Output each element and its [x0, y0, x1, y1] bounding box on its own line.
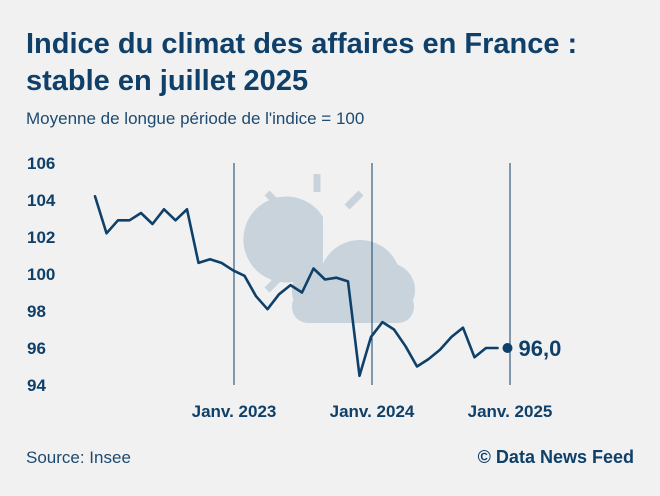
sun-ray — [264, 273, 284, 293]
x-tick-label: Janv. 2025 — [468, 402, 553, 421]
y-tick-label: 100 — [27, 265, 55, 284]
last-value-label: 96,0 — [519, 336, 562, 361]
x-tick-label: Janv. 2023 — [192, 402, 277, 421]
source-note: Source: Insee — [26, 448, 131, 467]
y-tick-label: 104 — [27, 191, 56, 210]
y-tick-label: 102 — [27, 228, 55, 247]
page-title: Indice du climat des affaires en France … — [26, 26, 646, 100]
x-tick-label: Janv. 2024 — [330, 402, 415, 421]
subtitle: Moyenne de longue période de l'indice = … — [26, 109, 365, 128]
sun-behind-cloud-icon — [243, 174, 415, 323]
title-line-1: Indice du climat des affaires en France … — [26, 28, 578, 60]
cloud-shape — [292, 240, 415, 323]
x-axis-ticks: Janv. 2023 Janv. 2024 Janv. 2025 — [192, 402, 553, 421]
y-tick-label: 96 — [27, 339, 46, 358]
title-line-2: stable en juillet 2025 — [26, 65, 309, 97]
y-axis-ticks: 94 96 98 100 102 104 106 — [27, 154, 56, 395]
last-point-marker — [502, 343, 513, 353]
credit-label: © Data News Feed — [477, 447, 634, 467]
series-polyline — [93, 195, 499, 378]
y-tick-label: 94 — [27, 376, 46, 395]
sun-shape — [243, 196, 323, 283]
sun-ray — [264, 190, 284, 210]
sun-ray — [344, 190, 364, 210]
y-tick-label: 98 — [27, 302, 46, 321]
y-tick-label: 106 — [27, 154, 55, 173]
series-line: 96,0 — [93, 195, 562, 378]
